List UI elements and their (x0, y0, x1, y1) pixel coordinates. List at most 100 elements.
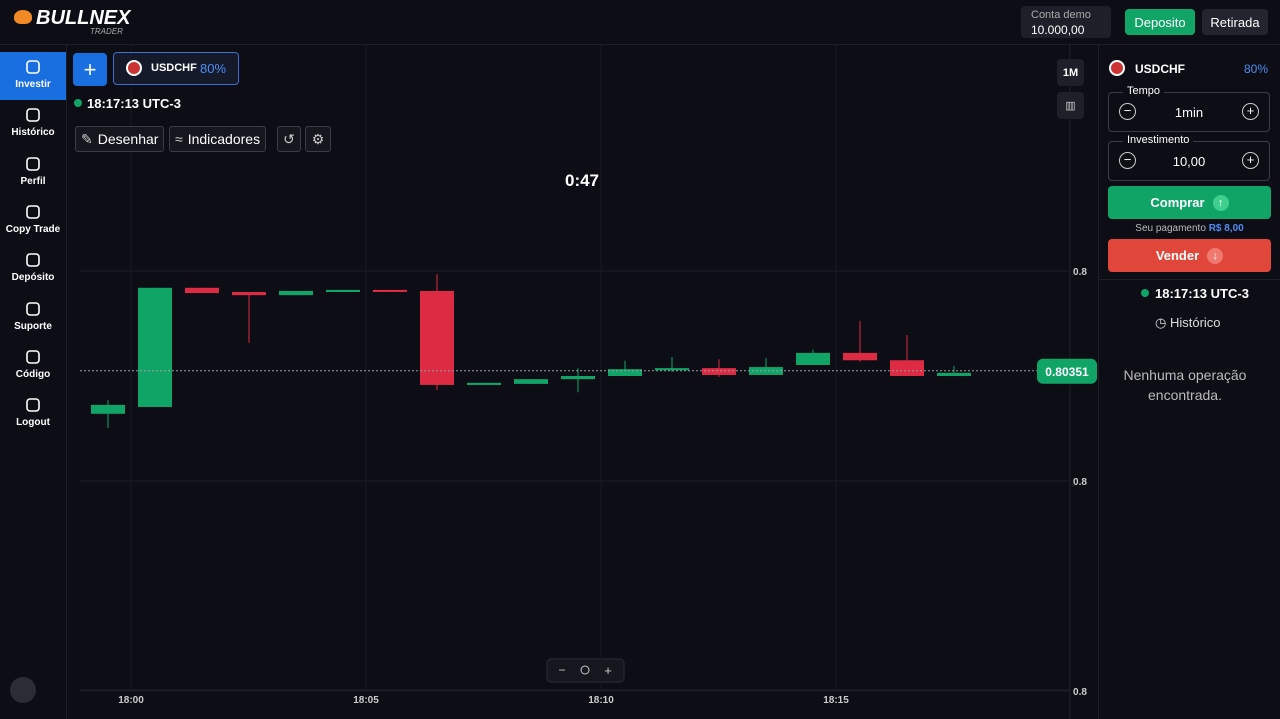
zoom-control[interactable] (546, 658, 625, 683)
candle-body (279, 290, 313, 296)
header: BULLNEX TRADER Conta demo 10.000,00 Depo… (0, 0, 1280, 45)
sell-label: Vender (1155, 248, 1200, 263)
investment-decrease[interactable]: − (1119, 152, 1136, 169)
sidebar-icon (26, 349, 40, 364)
zoom-reset[interactable] (580, 665, 590, 675)
candle-body (890, 360, 924, 376)
asset-name: USDCHF (151, 62, 197, 74)
sidebar-label: Depósito (11, 272, 55, 284)
time-value: 1min (1174, 105, 1204, 120)
logo-sub: TRADER (90, 27, 123, 36)
buy-button[interactable]: Comprar ↑ (1108, 186, 1271, 219)
time-decrease[interactable]: − (1119, 103, 1136, 120)
candle-body (420, 290, 454, 385)
logo: BULLNEX (36, 7, 131, 29)
sidebar-icon (26, 108, 40, 123)
chart-clock: 18:17:13 UTC-3 (87, 96, 181, 111)
sidebar-item[interactable]: Suporte (0, 294, 66, 342)
investment-increase[interactable]: + (1242, 152, 1259, 169)
indicators-label: Indicadores (187, 131, 261, 147)
deposit-button[interactable]: Deposito (1125, 9, 1195, 35)
draw-button[interactable]: ✎ Desenhar (75, 126, 165, 152)
zoom-in[interactable]: + (604, 663, 612, 678)
panel-asset: USDCHF (1135, 62, 1185, 76)
sidebar-item[interactable]: Depósito (0, 245, 66, 293)
sidebar-label: Código (15, 368, 51, 380)
candle-body (326, 289, 360, 292)
sell-icon: ↓ (1207, 247, 1224, 264)
undo-button[interactable]: ↺ (277, 126, 301, 152)
chart: 0:47 − + 0.8 0.8 0.8 18:00 18:05 18:10 18:15 0.… (80, 45, 1097, 719)
candle-body (185, 287, 219, 294)
add-asset-button[interactable]: + (73, 53, 107, 86)
candle-body (91, 404, 125, 414)
time-increase[interactable]: + (1242, 103, 1259, 120)
y-tick-label: 0.8 (1073, 267, 1087, 278)
asset-tab[interactable]: USDCHF 80% (113, 52, 239, 85)
withdraw-button[interactable]: Retirada (1202, 9, 1268, 35)
y-tick-label: 0.8 (1073, 477, 1087, 488)
x-tick-label: 18:00 (118, 695, 144, 706)
sidebar: Investir Histórico Perfil Copy Trade Depósit… (0, 45, 67, 719)
buy-label: Comprar (1150, 195, 1205, 210)
settings-button[interactable]: ⚙ (305, 126, 331, 152)
sidebar-item[interactable]: Perfil (0, 149, 66, 197)
sell-button[interactable]: Vender ↓ (1108, 239, 1271, 272)
x-tick-label: 18:10 (588, 695, 614, 706)
x-tick-label: 18:05 (353, 695, 379, 706)
sidebar-icon (26, 301, 40, 316)
panel-payout: 80% (1244, 62, 1269, 76)
candle-body (655, 368, 689, 371)
sidebar-item[interactable]: Código (0, 342, 66, 390)
sidebar-icon (26, 205, 40, 219)
time-label: Tempo (1123, 85, 1165, 97)
sidebar-label: Copy Trade (5, 223, 61, 235)
chart-group: 0:47 − + 0.8 0.8 0.8 18:00 18:05 18:10 18:15 0.… (80, 45, 1097, 719)
divider (1099, 279, 1280, 280)
sidebar-item[interactable]: Logout (0, 390, 66, 438)
sidebar-label: Logout (16, 417, 50, 429)
candle-body (373, 289, 407, 292)
sidebar-label: Investir (15, 79, 51, 90)
candle-body (937, 372, 971, 376)
price-tag-label: 0.80351 (1045, 365, 1089, 379)
history-icon: ◷ (1155, 315, 1167, 330)
sidebar-item[interactable]: Histórico (0, 100, 66, 148)
empty-message: Nenhuma operação encontrada. (1123, 367, 1247, 403)
x-tick-label: 18:15 (823, 695, 849, 706)
sidebar-icon (26, 60, 40, 74)
draw-icon: ✎ (81, 130, 93, 147)
sidebar-label: Perfil (20, 175, 46, 187)
trade-panel (1098, 45, 1280, 719)
payout-value: R$ 8,00 (1208, 223, 1244, 234)
buy-icon: ↑ (1212, 194, 1229, 211)
payout-label: Seu pagamento (1135, 223, 1206, 234)
sidebar-item[interactable]: Copy Trade (0, 197, 66, 245)
sidebar-label: Suporte (14, 320, 52, 332)
time-input[interactable]: Tempo − 1min + (1108, 85, 1270, 132)
panel-clock: 18:17:13 UTC-3 (1155, 286, 1249, 301)
indicators-button[interactable]: ≈ Indicadores (169, 126, 267, 152)
indicators-icon: ≈ (175, 131, 183, 147)
candle-body (608, 369, 642, 376)
chart-type-button[interactable]: ▥ (1057, 92, 1084, 119)
countdown: 0:47 (565, 171, 599, 190)
flash-button[interactable] (10, 677, 36, 703)
sidebar-item[interactable]: Investir (0, 52, 66, 100)
timeframe-button[interactable]: 1M (1057, 59, 1084, 86)
investment-value: 10,00 (1172, 154, 1206, 169)
sidebar-icon (26, 156, 40, 171)
logo-icon (14, 10, 32, 24)
candle-body (561, 376, 595, 380)
history-label: Histórico (1169, 315, 1221, 330)
account-label: Conta demo (1031, 9, 1091, 21)
status-dot (74, 99, 82, 107)
candle-body (138, 287, 172, 407)
account-switch[interactable]: Conta demo 10.000,00 (1021, 6, 1111, 38)
history-tab[interactable]: ◷ Histórico (1155, 315, 1221, 331)
investment-input[interactable]: Investimento − 10,00 + (1108, 134, 1270, 181)
candle-body (514, 379, 548, 384)
zoom-out[interactable]: − (558, 663, 565, 677)
